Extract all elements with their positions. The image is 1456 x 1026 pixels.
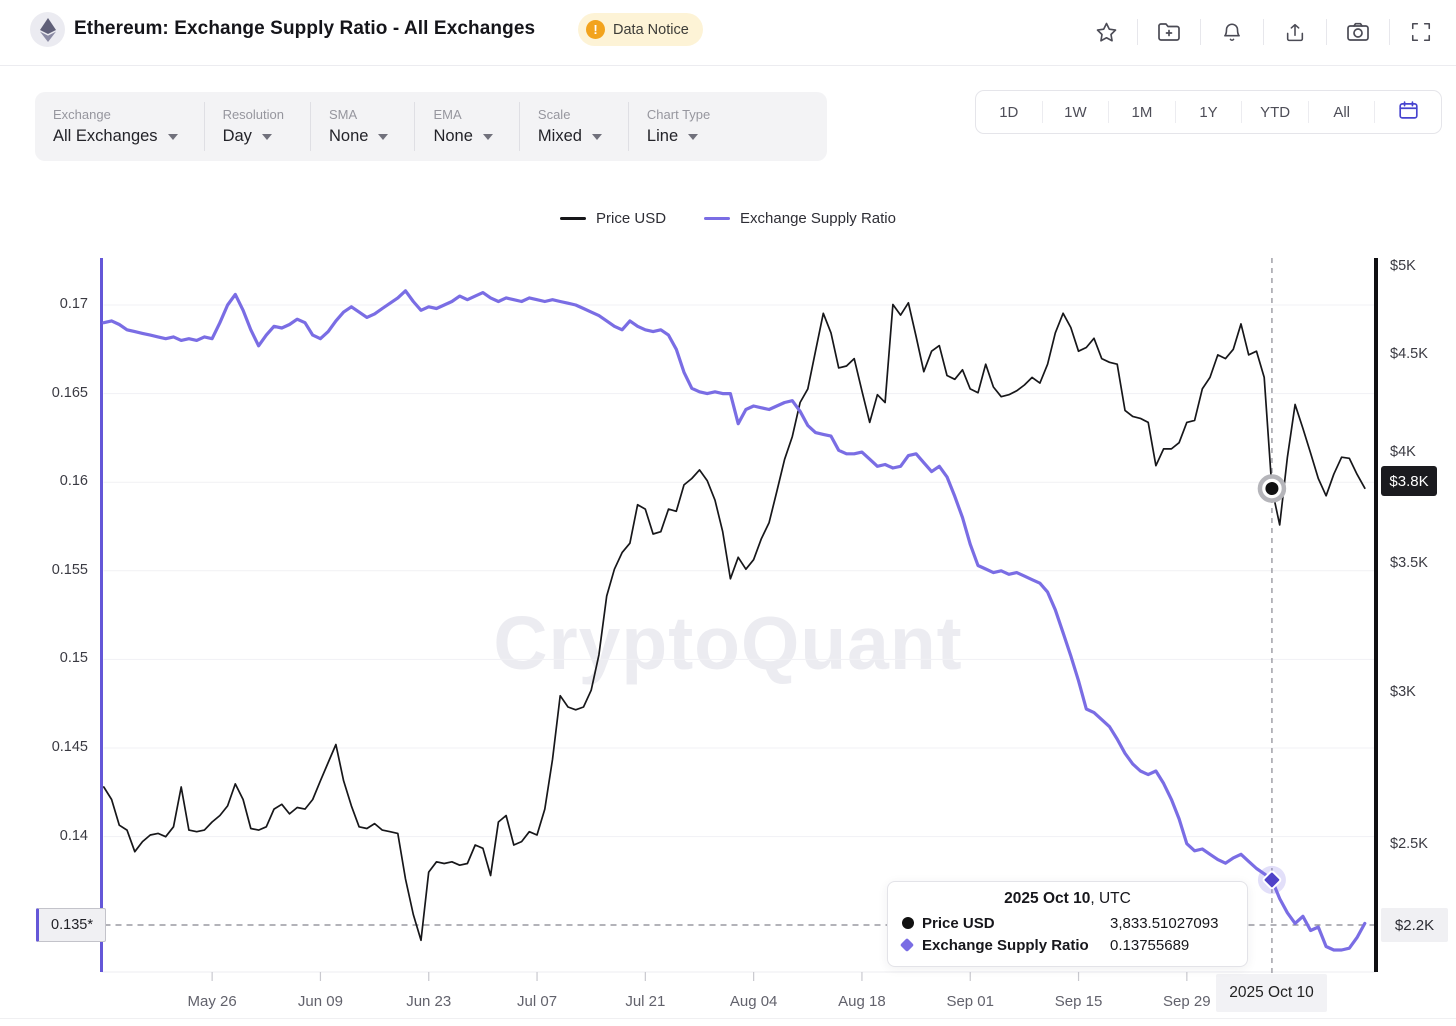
- range-button-ytd[interactable]: YTD: [1260, 103, 1291, 121]
- series-price-usd: [102, 301, 1366, 942]
- time-range-selector: 1D 1W 1M 1Y YTD All: [975, 90, 1442, 134]
- cryptoquant-watermark: CryptoQuant: [493, 601, 963, 685]
- range-divider: [1041, 101, 1043, 123]
- price-marker-icon: [902, 917, 914, 929]
- controls-divider: [518, 102, 520, 151]
- range-button-all[interactable]: All: [1333, 103, 1351, 121]
- bell-icon[interactable]: [1211, 11, 1253, 53]
- camera-icon[interactable]: [1337, 11, 1379, 53]
- range-divider: [1108, 101, 1110, 123]
- star-icon[interactable]: [1085, 11, 1127, 53]
- dropdown-label: Exchange: [53, 107, 111, 122]
- range-button-1y[interactable]: 1Y: [1199, 103, 1218, 121]
- tooltip-row-price: Price USD 3,833.51027093: [902, 912, 1233, 934]
- legend-swatch: [560, 217, 587, 220]
- chart-legend: Price USD Exchange Supply Ratio: [0, 210, 1456, 227]
- dropdown-value: Line: [647, 127, 710, 146]
- dropdown-value: All Exchanges: [53, 127, 178, 146]
- tooltip-date: 2025 Oct 10, UTC: [1004, 890, 1131, 907]
- data-notice-badge[interactable]: ! Data Notice: [578, 13, 703, 46]
- chevron-down-icon: [378, 133, 389, 140]
- dropdown-label: EMA: [433, 107, 462, 122]
- fullscreen-icon[interactable]: [1400, 11, 1442, 53]
- dropdown-scale[interactable]: Scale Mixed: [520, 92, 628, 161]
- dropdown-chart-type[interactable]: Chart Type Line: [629, 92, 736, 161]
- controls-divider: [203, 102, 205, 151]
- chevron-down-icon: [261, 133, 272, 140]
- dropdown-sma[interactable]: SMA None: [311, 92, 414, 161]
- chevron-down-icon: [482, 133, 493, 140]
- controls-divider: [310, 102, 311, 151]
- range-button-1m[interactable]: 1M: [1131, 103, 1153, 121]
- legend-swatch: [704, 216, 731, 221]
- range-divider: [1307, 101, 1309, 123]
- toolbar-divider: [1137, 19, 1138, 45]
- chart-tooltip: 2025 Oct 10, UTC Price USD 3,833.5102709…: [887, 881, 1248, 967]
- range-button-1d[interactable]: 1D: [999, 103, 1019, 121]
- range-divider: [1174, 101, 1176, 123]
- ratio-marker-icon: [899, 937, 915, 953]
- calendar-icon[interactable]: [1375, 100, 1441, 124]
- toolbar-divider: [1263, 19, 1264, 45]
- legend-item-exchange-supply-ratio[interactable]: Exchange Supply Ratio: [704, 210, 896, 227]
- legend-label: Price USD: [596, 210, 667, 227]
- dropdown-value: Day: [223, 127, 284, 146]
- chevron-down-icon: [591, 133, 602, 140]
- series-exchange-supply-ratio: [102, 289, 1367, 952]
- tooltip-row-ratio: Exchange Supply Ratio 0.13755689: [899, 934, 1233, 956]
- dropdown-label: SMA: [329, 107, 358, 122]
- header: Ethereum: Exchange Supply Ratio - All Ex…: [0, 0, 1456, 66]
- dropdown-label: Resolution: [222, 107, 284, 122]
- toolbar-divider: [1326, 19, 1327, 45]
- share-icon[interactable]: [1274, 11, 1316, 53]
- toolbar-divider: [1389, 19, 1390, 45]
- legend-item-price-usd[interactable]: Price USD: [560, 210, 666, 227]
- chevron-down-icon: [167, 133, 178, 140]
- toolbar-divider: [1200, 19, 1201, 45]
- dropdown-value: None: [329, 127, 389, 146]
- folder-add-icon[interactable]: [1148, 11, 1190, 53]
- dropdown-value: Mixed: [538, 127, 602, 146]
- header-toolbar: [1085, 8, 1442, 56]
- warning-icon: !: [586, 20, 605, 39]
- price-hover-marker: [1265, 482, 1279, 496]
- ethereum-icon: [30, 12, 65, 47]
- dropdown-resolution[interactable]: Resolution Day: [205, 92, 310, 161]
- page-title: Ethereum: Exchange Supply Ratio - All Ex…: [74, 18, 536, 39]
- controls-divider: [414, 102, 416, 151]
- controls-divider: [627, 102, 629, 151]
- ratio-hover-marker: [1262, 870, 1282, 890]
- dropdown-label: Scale: [537, 107, 571, 122]
- chevron-down-icon: [688, 133, 699, 140]
- dropdown-value: None: [433, 127, 493, 146]
- dropdown-label: Chart Type: [646, 107, 711, 122]
- range-divider: [1374, 101, 1376, 123]
- dropdown-exchange[interactable]: Exchange All Exchanges: [35, 92, 204, 161]
- data-notice-label: Data Notice: [613, 21, 689, 38]
- chart-controls-bar: Exchange All Exchanges Resolution Day SMA …: [35, 92, 827, 161]
- dropdown-ema[interactable]: EMA None: [415, 92, 518, 161]
- range-divider: [1241, 101, 1243, 123]
- range-button-1w[interactable]: 1W: [1064, 103, 1087, 121]
- legend-label: Exchange Supply Ratio: [740, 210, 896, 227]
